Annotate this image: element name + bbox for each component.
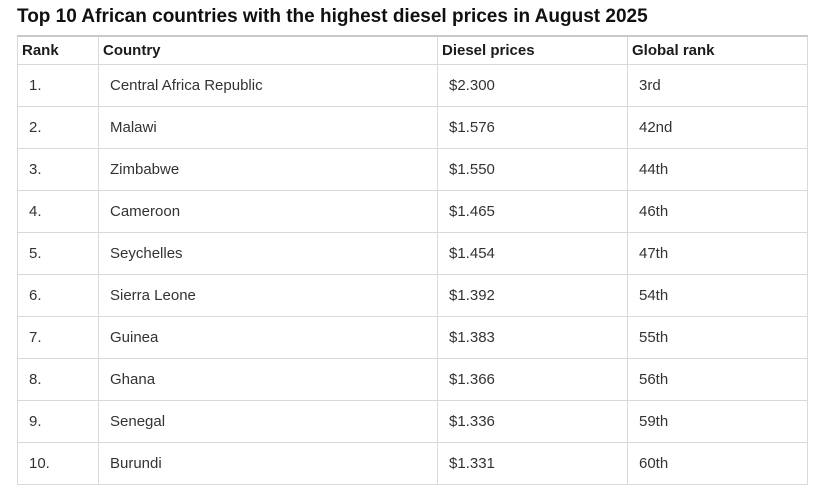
column-header-diesel-price: Diesel prices bbox=[437, 35, 628, 65]
column-header-rank: Rank bbox=[17, 35, 99, 65]
rank-cell: 4. bbox=[17, 190, 99, 233]
table-body: 1. Central Africa Republic $2.300 3rd 2.… bbox=[17, 64, 808, 485]
page-title: Top 10 African countries with the highes… bbox=[17, 6, 648, 27]
table-row: 5. Seychelles $1.454 47th bbox=[17, 232, 808, 275]
global-rank-cell: 3rd bbox=[627, 64, 808, 107]
rank-cell: 1. bbox=[17, 64, 99, 107]
column-header-global-rank: Global rank bbox=[627, 35, 808, 65]
rank-cell: 2. bbox=[17, 106, 99, 149]
table-header-row: Rank Country Diesel prices Global rank bbox=[17, 35, 808, 65]
rank-cell: 5. bbox=[17, 232, 99, 275]
country-cell: Cameroon bbox=[98, 190, 438, 233]
price-cell: $1.576 bbox=[437, 106, 628, 149]
table-row: 8. Ghana $1.366 56th bbox=[17, 358, 808, 401]
country-cell: Senegal bbox=[98, 400, 438, 443]
country-cell: Central Africa Republic bbox=[98, 64, 438, 107]
country-cell: Seychelles bbox=[98, 232, 438, 275]
global-rank-cell: 42nd bbox=[627, 106, 808, 149]
table-row: 3. Zimbabwe $1.550 44th bbox=[17, 148, 808, 191]
price-cell: $1.454 bbox=[437, 232, 628, 275]
rank-cell: 10. bbox=[17, 442, 99, 485]
rank-cell: 3. bbox=[17, 148, 99, 191]
table-row: 7. Guinea $1.383 55th bbox=[17, 316, 808, 359]
global-rank-cell: 47th bbox=[627, 232, 808, 275]
global-rank-cell: 59th bbox=[627, 400, 808, 443]
price-cell: $1.383 bbox=[437, 316, 628, 359]
rank-cell: 8. bbox=[17, 358, 99, 401]
table-row: 1. Central Africa Republic $2.300 3rd bbox=[17, 64, 808, 107]
price-cell: $1.366 bbox=[437, 358, 628, 401]
price-cell: $1.465 bbox=[437, 190, 628, 233]
table-row: 4. Cameroon $1.465 46th bbox=[17, 190, 808, 233]
global-rank-cell: 55th bbox=[627, 316, 808, 359]
country-cell: Malawi bbox=[98, 106, 438, 149]
table-row: 9. Senegal $1.336 59th bbox=[17, 400, 808, 443]
global-rank-cell: 54th bbox=[627, 274, 808, 317]
rank-cell: 7. bbox=[17, 316, 99, 359]
rank-cell: 6. bbox=[17, 274, 99, 317]
rank-cell: 9. bbox=[17, 400, 99, 443]
table-row: 6. Sierra Leone $1.392 54th bbox=[17, 274, 808, 317]
price-cell: $1.392 bbox=[437, 274, 628, 317]
country-cell: Ghana bbox=[98, 358, 438, 401]
price-cell: $1.336 bbox=[437, 400, 628, 443]
price-cell: $1.550 bbox=[437, 148, 628, 191]
table-header: Rank Country Diesel prices Global rank bbox=[17, 35, 808, 65]
country-cell: Sierra Leone bbox=[98, 274, 438, 317]
price-cell: $1.331 bbox=[437, 442, 628, 485]
country-cell: Zimbabwe bbox=[98, 148, 438, 191]
country-cell: Burundi bbox=[98, 442, 438, 485]
global-rank-cell: 44th bbox=[627, 148, 808, 191]
global-rank-cell: 60th bbox=[627, 442, 808, 485]
diesel-prices-table: Rank Country Diesel prices Global rank 1… bbox=[17, 35, 808, 485]
table-row: 10. Burundi $1.331 60th bbox=[17, 442, 808, 485]
global-rank-cell: 56th bbox=[627, 358, 808, 401]
column-header-country: Country bbox=[98, 35, 438, 65]
table-row: 2. Malawi $1.576 42nd bbox=[17, 106, 808, 149]
country-cell: Guinea bbox=[98, 316, 438, 359]
price-cell: $2.300 bbox=[437, 64, 628, 107]
global-rank-cell: 46th bbox=[627, 190, 808, 233]
